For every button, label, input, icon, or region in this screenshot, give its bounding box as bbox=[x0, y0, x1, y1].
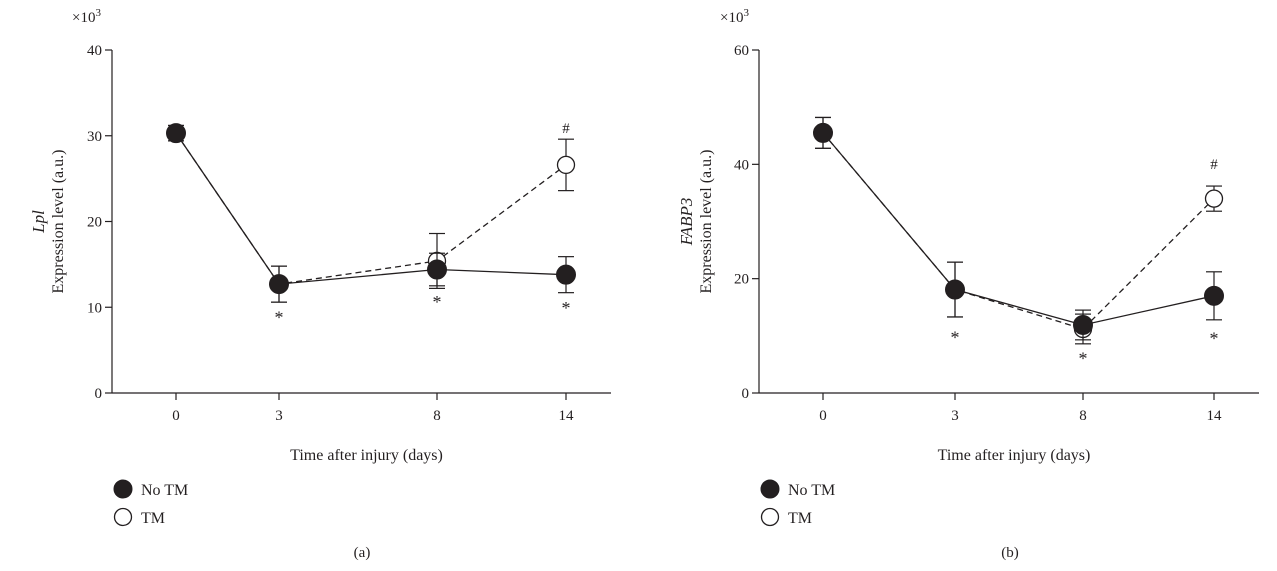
y-tick-label: 60 bbox=[734, 43, 749, 59]
data-point-filled bbox=[166, 123, 186, 144]
y-scale-factor: ×103 bbox=[720, 7, 749, 26]
series-line bbox=[175, 132, 567, 285]
y-axis-title: Expression level (a.u.) bbox=[50, 150, 67, 294]
legend-marker-tm bbox=[760, 507, 780, 527]
legend-label-tm: TM bbox=[141, 510, 165, 527]
x-axis-title: Time after injury (days) bbox=[938, 447, 1091, 464]
legend-label-no-tm: No TM bbox=[141, 482, 188, 499]
data-point-filled bbox=[427, 259, 447, 280]
y-axis-label: Lpl Expression level (a.u.) bbox=[29, 150, 67, 294]
y-tick-label: 10 bbox=[87, 300, 102, 316]
y-axis-label: FABP3 Expression level (a.u.) bbox=[677, 150, 715, 294]
y-tick-label: 40 bbox=[734, 157, 749, 173]
series-tm bbox=[813, 116, 1224, 345]
legend-marker-tm bbox=[113, 507, 133, 527]
significance-asterisk: * bbox=[562, 298, 571, 318]
data-point-filled bbox=[269, 274, 289, 295]
series-no-tm bbox=[813, 116, 1224, 341]
significance-asterisk: * bbox=[275, 308, 284, 328]
data-point-open bbox=[1204, 189, 1224, 208]
significance-asterisk: * bbox=[433, 292, 442, 312]
legend-label-tm: TM bbox=[788, 510, 812, 527]
x-axis-title: Time after injury (days) bbox=[290, 447, 443, 464]
x-tick-label: 8 bbox=[1079, 408, 1087, 424]
data-point-filled bbox=[813, 122, 833, 143]
x-tick-label: 14 bbox=[1207, 408, 1223, 424]
significance-asterisk: * bbox=[1210, 329, 1219, 349]
legend-marker-no-tm bbox=[113, 479, 133, 499]
data-point-filled bbox=[556, 264, 576, 285]
y-tick-label: 40 bbox=[87, 43, 102, 59]
y-axis-title: Expression level (a.u.) bbox=[698, 150, 715, 294]
x-tick-label: 3 bbox=[951, 408, 959, 424]
y-scale-exponent: 3 bbox=[743, 7, 749, 19]
significance-asterisk: * bbox=[1079, 349, 1088, 369]
significance-asterisk: * bbox=[951, 328, 960, 348]
x-tick-label: 0 bbox=[172, 408, 180, 424]
legend: No TM TM bbox=[113, 479, 188, 527]
data-point-filled bbox=[945, 279, 965, 300]
significance-hash: # bbox=[562, 121, 570, 137]
y-tick-label: 20 bbox=[87, 215, 102, 231]
legend-label-no-tm: No TM bbox=[788, 482, 835, 499]
y-axis-gene-label: Lpl bbox=[29, 210, 48, 234]
y-tick-label: 0 bbox=[742, 386, 750, 402]
significance-hash: # bbox=[1210, 157, 1218, 173]
panel-label: (b) bbox=[1001, 545, 1019, 561]
series-no-tm bbox=[166, 123, 576, 303]
data-point-filled bbox=[1073, 314, 1093, 335]
legend: No TM TM bbox=[760, 479, 835, 527]
data-point-open bbox=[556, 155, 576, 175]
x-tick-label: 14 bbox=[559, 408, 575, 424]
y-scale-base: ×10 bbox=[72, 10, 95, 26]
y-scale-base: ×10 bbox=[720, 10, 743, 26]
data-point-filled bbox=[1204, 285, 1224, 306]
y-scale-exponent: 3 bbox=[95, 7, 101, 19]
panel-label: (a) bbox=[354, 545, 371, 561]
y-tick-label: 20 bbox=[734, 272, 749, 288]
series-line bbox=[822, 132, 1215, 326]
y-tick-label: 0 bbox=[95, 386, 103, 402]
y-axis-gene-label: FABP3 bbox=[677, 198, 696, 247]
series-line bbox=[175, 132, 567, 285]
y-scale-factor: ×103 bbox=[72, 7, 101, 26]
y-tick-label: 30 bbox=[87, 129, 102, 145]
x-tick-label: 3 bbox=[275, 408, 283, 424]
legend-marker-no-tm bbox=[760, 479, 780, 499]
x-tick-label: 8 bbox=[433, 408, 441, 424]
x-tick-label: 0 bbox=[819, 408, 827, 424]
series-line bbox=[822, 132, 1215, 330]
